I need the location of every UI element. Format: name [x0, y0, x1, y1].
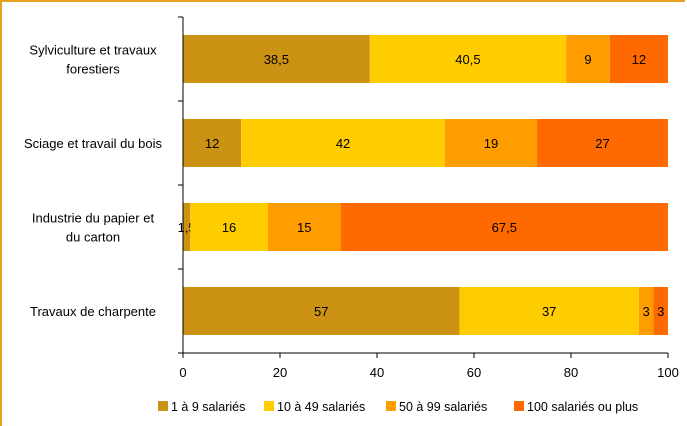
category-label-1-line-2: forestiers [66, 62, 120, 77]
bar-label-3-4: 67,5 [492, 220, 517, 235]
bar-segment-3-2 [190, 203, 268, 251]
bar-segment-1-1 [183, 35, 370, 83]
bar-segment-4-1 [183, 287, 460, 335]
x-tick-label-0: 0 [179, 365, 186, 380]
legend: 1 à 9 salariés 10 à 49 salariés 50 à 99 sa… [158, 400, 638, 414]
bar-segment-1-3 [566, 35, 610, 83]
legend-swatch-3 [386, 401, 396, 411]
bar-label-2-3: 19 [484, 136, 498, 151]
bar-label-1-4: 12 [632, 52, 646, 67]
bar-segment-4-3 [638, 287, 654, 335]
bar-label-3-3: 15 [297, 220, 311, 235]
bar-segment-2-3 [444, 119, 538, 167]
bar-label-3-2: 16 [222, 220, 236, 235]
bar-label-1-2: 40,5 [455, 52, 480, 67]
legend-label-2: 10 à 49 salariés [277, 400, 365, 414]
bar-label-4-2: 37 [542, 304, 556, 319]
category-label-4: Travaux de charpente [30, 304, 156, 319]
x-tick-label-1: 20 [273, 365, 287, 380]
bar-segment-2-2 [241, 119, 445, 167]
category-label-3-line-1: Industrie du papier et [32, 211, 155, 226]
category-label-2: Sciage et travail du bois [24, 136, 163, 151]
bar-label-4-3: 3 [643, 304, 650, 319]
category-label-1-line-1: Sylviculture et travaux [29, 43, 157, 58]
legend-label-1: 1 à 9 salariés [171, 400, 245, 414]
bar-label-2-2: 42 [336, 136, 350, 151]
legend-swatch-1 [158, 401, 168, 411]
bar-segment-2-4 [537, 119, 668, 167]
x-tick-label-4: 80 [564, 365, 578, 380]
bar-label-4-1: 57 [314, 304, 328, 319]
bar-segment-3-1 [183, 203, 191, 251]
category-label-3-line-2: du carton [66, 230, 120, 245]
bar-segment-4-4 [653, 287, 668, 335]
legend-swatch-4 [514, 401, 524, 411]
bar-label-4-4: 3 [657, 304, 664, 319]
legend-label-3: 50 à 99 salariés [399, 400, 487, 414]
x-tick-label-3: 60 [467, 365, 481, 380]
bar-label-1-3: 9 [584, 52, 591, 67]
bar-segment-3-4 [340, 203, 668, 251]
axes-layer: Sylviculture et travaux forestiers Sciage … [24, 16, 679, 380]
x-tick-label-5: 100 [657, 365, 679, 380]
legend-swatch-2 [264, 401, 274, 411]
bar-segment-1-4 [609, 35, 668, 83]
legend-label-4: 100 salariés ou plus [527, 400, 638, 414]
bar-label-1-1: 38,5 [264, 52, 289, 67]
bar-segment-4-2 [459, 287, 639, 335]
bar-segment-2-1 [183, 119, 242, 167]
bar-label-2-4: 27 [595, 136, 609, 151]
bar-segment-1-2 [369, 35, 567, 83]
bar-label-2-1: 12 [205, 136, 219, 151]
x-tick-label-2: 40 [370, 365, 384, 380]
bar-segment-3-3 [267, 203, 341, 251]
